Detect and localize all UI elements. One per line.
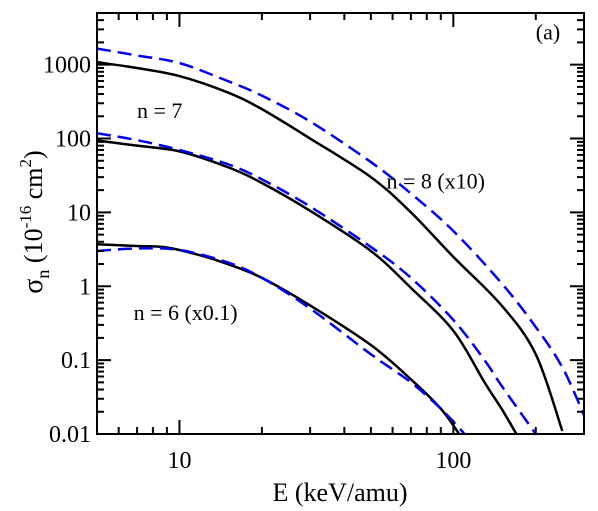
y-tick-label: 100 bbox=[55, 127, 91, 153]
y-axis-close: ) bbox=[19, 150, 48, 159]
y-axis-unit-exponent: 2 bbox=[16, 159, 35, 168]
y-axis-subscript: n bbox=[33, 270, 53, 279]
series-line-2-dashed bbox=[97, 47, 584, 416]
y-tick-label: 0.1 bbox=[61, 348, 91, 374]
y-axis-unit: cm bbox=[19, 167, 48, 205]
y-tick-label: 0.01 bbox=[49, 422, 91, 448]
tick-layer: 10 100 0.01 0.1 1 10 100 1000 bbox=[43, 12, 585, 474]
series-line-4-dashed bbox=[97, 131, 537, 434]
annotation-2: n = 7 bbox=[137, 98, 182, 123]
series-line-1-solid bbox=[97, 60, 564, 432]
y-axis-title: σn (10-16 cm2) bbox=[16, 150, 53, 293]
annotation-3: n = 8 (x10) bbox=[386, 169, 485, 194]
y-axis-sigma: σ bbox=[18, 279, 49, 294]
series-line-3-solid bbox=[97, 139, 518, 434]
y-tick-label: 1000 bbox=[43, 53, 91, 79]
y-axis-open: (10 bbox=[19, 228, 48, 269]
y-tick-label: 1 bbox=[79, 274, 91, 300]
y-tick-label: 10 bbox=[67, 200, 91, 226]
series-line-6-dashed bbox=[97, 246, 466, 434]
annotation-layer: (a) n = 7 n = 8 (x10) n = 6 (x0.1) bbox=[134, 19, 561, 325]
annotation-1: (a) bbox=[536, 19, 560, 44]
x-tick-label: 100 bbox=[435, 448, 471, 474]
x-tick-label: 10 bbox=[167, 448, 191, 474]
annotation-4: n = 6 (x0.1) bbox=[134, 300, 238, 325]
x-axis-title: E (keV/amu) bbox=[272, 478, 407, 507]
series-layer bbox=[97, 47, 584, 434]
y-axis-exponent: -16 bbox=[16, 206, 35, 229]
